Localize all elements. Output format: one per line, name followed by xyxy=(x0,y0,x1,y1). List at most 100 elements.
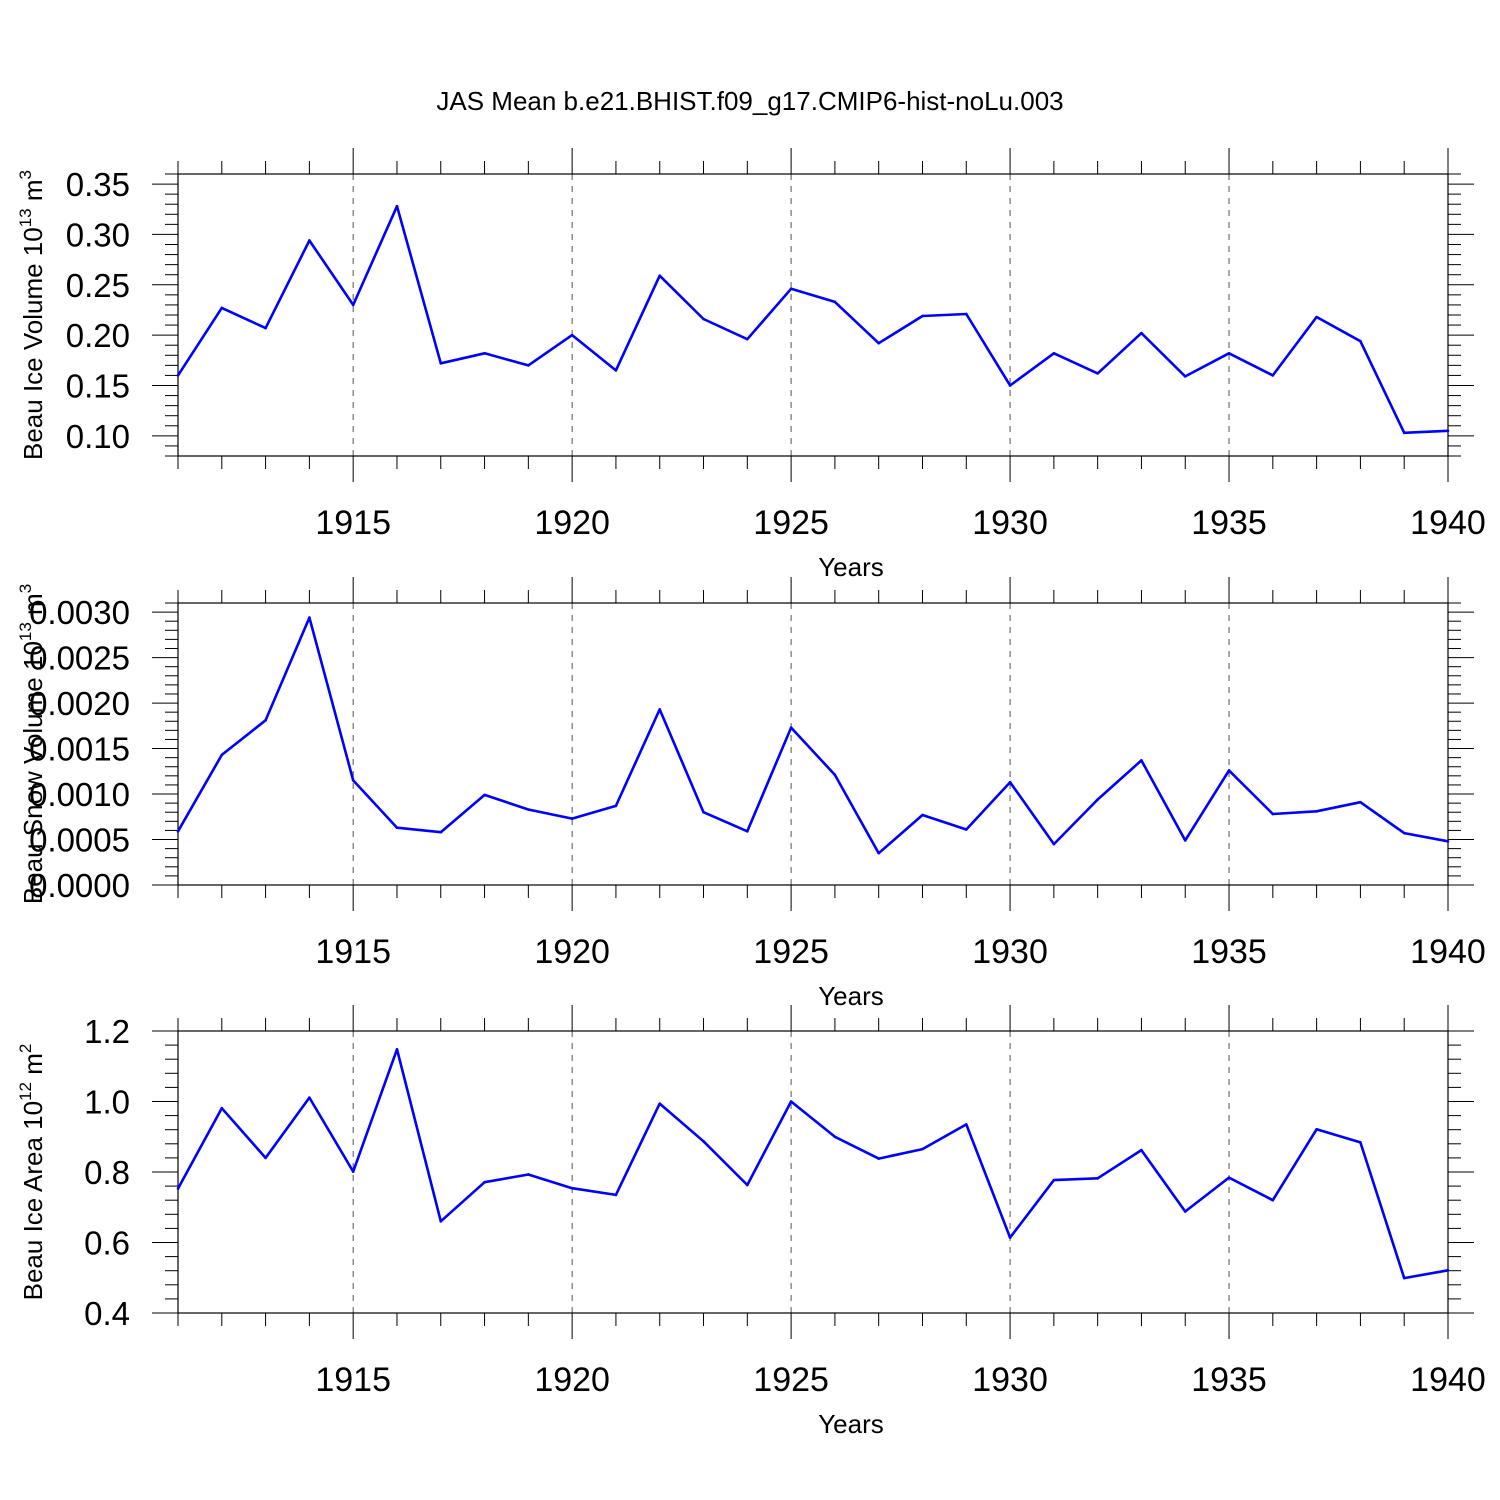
chart-0-point-1938 xyxy=(1359,339,1362,343)
chart-1-point-1932 xyxy=(1096,798,1099,801)
chart-2-xtick-label-1930: 1930 xyxy=(972,1361,1048,1399)
chart-0-xtick-label-1925: 1925 xyxy=(753,504,829,542)
chart-0-point-1937 xyxy=(1315,315,1318,319)
panel-ice-volume: 1915 1920 1925 1930 1935 1940 Years 0.10 0.15 0.2… xyxy=(16,148,1486,582)
chart-1-ylabel: Beau Snow Volume 1013 m3 xyxy=(16,584,48,904)
chart-1-point-1916 xyxy=(395,826,399,829)
chart-2-point-1938 xyxy=(1359,1141,1362,1144)
chart-2-point-1926 xyxy=(833,1135,837,1139)
chart-0-ytick-label-5: 0.35 xyxy=(66,166,130,203)
chart-1-point-1925 xyxy=(789,726,793,729)
chart-1-point-1917 xyxy=(439,830,443,834)
chart-0-point-1919 xyxy=(527,364,530,367)
chart-0-point-1918 xyxy=(483,351,486,355)
chart-2-point-1920 xyxy=(570,1186,574,1190)
chart-0-xtick-label-1915: 1915 xyxy=(315,504,391,542)
chart-1-point-1938 xyxy=(1359,800,1362,804)
chart-0-point-1926 xyxy=(833,300,837,304)
chart-0-ytick-label-0: 0.10 xyxy=(66,418,130,455)
chart-1-point-1914 xyxy=(308,616,311,619)
chart-2-ytick-label-4: 1.2 xyxy=(84,1013,130,1050)
chart-2-series-line xyxy=(176,1048,1449,1280)
chart-2-point-1921 xyxy=(614,1193,618,1197)
chart-1-point-1934 xyxy=(1183,839,1187,842)
chart-1-point-1937 xyxy=(1315,810,1318,813)
chart-0-point-1921 xyxy=(614,369,618,372)
chart-2-point-1932 xyxy=(1096,1177,1099,1180)
chart-1-ytick-label-3: 0.0015 xyxy=(29,731,130,768)
chart-2-point-1917 xyxy=(439,1220,443,1223)
chart-0-point-1911 xyxy=(176,374,180,377)
chart-0-xlabel: Years xyxy=(818,552,884,582)
chart-0-xtick-label-1930: 1930 xyxy=(972,504,1048,542)
chart-0-xtick-label-1940: 1940 xyxy=(1410,504,1486,542)
chart-2-point-1939 xyxy=(1402,1276,1406,1280)
chart-1-xtick-label-1915: 1915 xyxy=(315,933,391,971)
chart-1-xtick-label-1940: 1940 xyxy=(1410,933,1486,971)
chart-1-point-1918 xyxy=(483,793,486,797)
chart-1-point-1935 xyxy=(1227,769,1231,772)
chart-0-point-1920 xyxy=(570,333,574,337)
chart-2-point-1933 xyxy=(1140,1148,1143,1152)
chart-0-point-1916 xyxy=(395,204,399,208)
chart-0-point-1930 xyxy=(1008,384,1012,387)
chart-0-point-1929 xyxy=(964,312,968,316)
chart-0-point-1928 xyxy=(921,314,924,318)
chart-2-point-1918 xyxy=(483,1180,486,1184)
chart-0-point-1913 xyxy=(264,326,267,330)
chart-2-point-1937 xyxy=(1315,1128,1318,1131)
chart-0-series-line xyxy=(176,204,1449,435)
chart-2-ylabel: Beau Ice Area 1012 m2 xyxy=(16,1044,48,1301)
chart-1-point-1940 xyxy=(1446,840,1450,843)
chart-2-ytick-label-1: 0.6 xyxy=(84,1225,130,1262)
chart-2-point-1929 xyxy=(964,1123,968,1126)
chart-0-point-1934 xyxy=(1183,375,1187,378)
chart-0-point-1940 xyxy=(1446,429,1450,433)
chart-0-point-1915 xyxy=(351,303,355,307)
chart-2-point-1922 xyxy=(658,1102,662,1105)
chart-0-frame xyxy=(177,173,1449,457)
chart-1-frame xyxy=(177,602,1449,886)
chart-1-point-1913 xyxy=(264,719,267,722)
chart-0-point-1923 xyxy=(702,317,705,321)
chart-1-xtick-label-1935: 1935 xyxy=(1191,933,1267,971)
chart-1-point-1924 xyxy=(746,830,749,833)
chart-2-xtick-label-1915: 1915 xyxy=(315,1361,391,1399)
chart-0-ytick-label-3: 0.25 xyxy=(66,267,130,304)
chart-2-point-1936 xyxy=(1271,1198,1275,1202)
chart-2-xtick-label-1935: 1935 xyxy=(1191,1361,1267,1399)
chart-0-point-1927 xyxy=(877,341,880,345)
chart-0-point-1917 xyxy=(439,362,443,365)
chart-0-point-1924 xyxy=(746,337,749,341)
chart-0-ylabel: Beau Ice Volume 1013 m3 xyxy=(16,170,48,460)
chart-0-point-1931 xyxy=(1052,351,1056,355)
chart-2-point-1934 xyxy=(1183,1210,1187,1213)
chart-1-point-1928 xyxy=(921,813,924,817)
chart-2-point-1919 xyxy=(527,1173,530,1176)
chart-1-xtick-label-1930: 1930 xyxy=(972,933,1048,971)
chart-0-point-1922 xyxy=(658,274,662,278)
chart-2-point-1935 xyxy=(1227,1176,1231,1179)
chart-0-xtick-label-1920: 1920 xyxy=(534,504,610,542)
chart-2-point-1925 xyxy=(789,1100,793,1103)
chart-1-point-1926 xyxy=(833,773,837,777)
chart-1-ytick-label-2: 0.0010 xyxy=(29,776,130,813)
chart-2-ytick-label-0: 0.4 xyxy=(84,1295,130,1332)
chart-1-ytick-label-0: 0.0000 xyxy=(29,867,130,904)
chart-0-point-1914 xyxy=(308,239,311,242)
chart-2-xlabel: Years xyxy=(818,1409,884,1439)
chart-0-point-1933 xyxy=(1140,331,1143,335)
chart-1-point-1919 xyxy=(527,808,530,811)
chart-2-ytick-label-2: 0.8 xyxy=(84,1154,130,1191)
chart-2-point-1927 xyxy=(877,1157,880,1160)
chart-0-point-1925 xyxy=(789,287,793,291)
chart-1-point-1912 xyxy=(220,753,224,757)
chart-0-xtick-label-1935: 1935 xyxy=(1191,504,1267,542)
chart-0-point-1939 xyxy=(1402,431,1406,435)
chart-1-point-1933 xyxy=(1140,759,1143,762)
chart-1-xtick-label-1920: 1920 xyxy=(534,933,610,971)
chart-1-ytick-label-5: 0.0025 xyxy=(29,640,130,677)
chart-1-point-1927 xyxy=(877,851,880,855)
chart-0-point-1912 xyxy=(220,306,224,310)
chart-1-point-1929 xyxy=(964,828,968,831)
